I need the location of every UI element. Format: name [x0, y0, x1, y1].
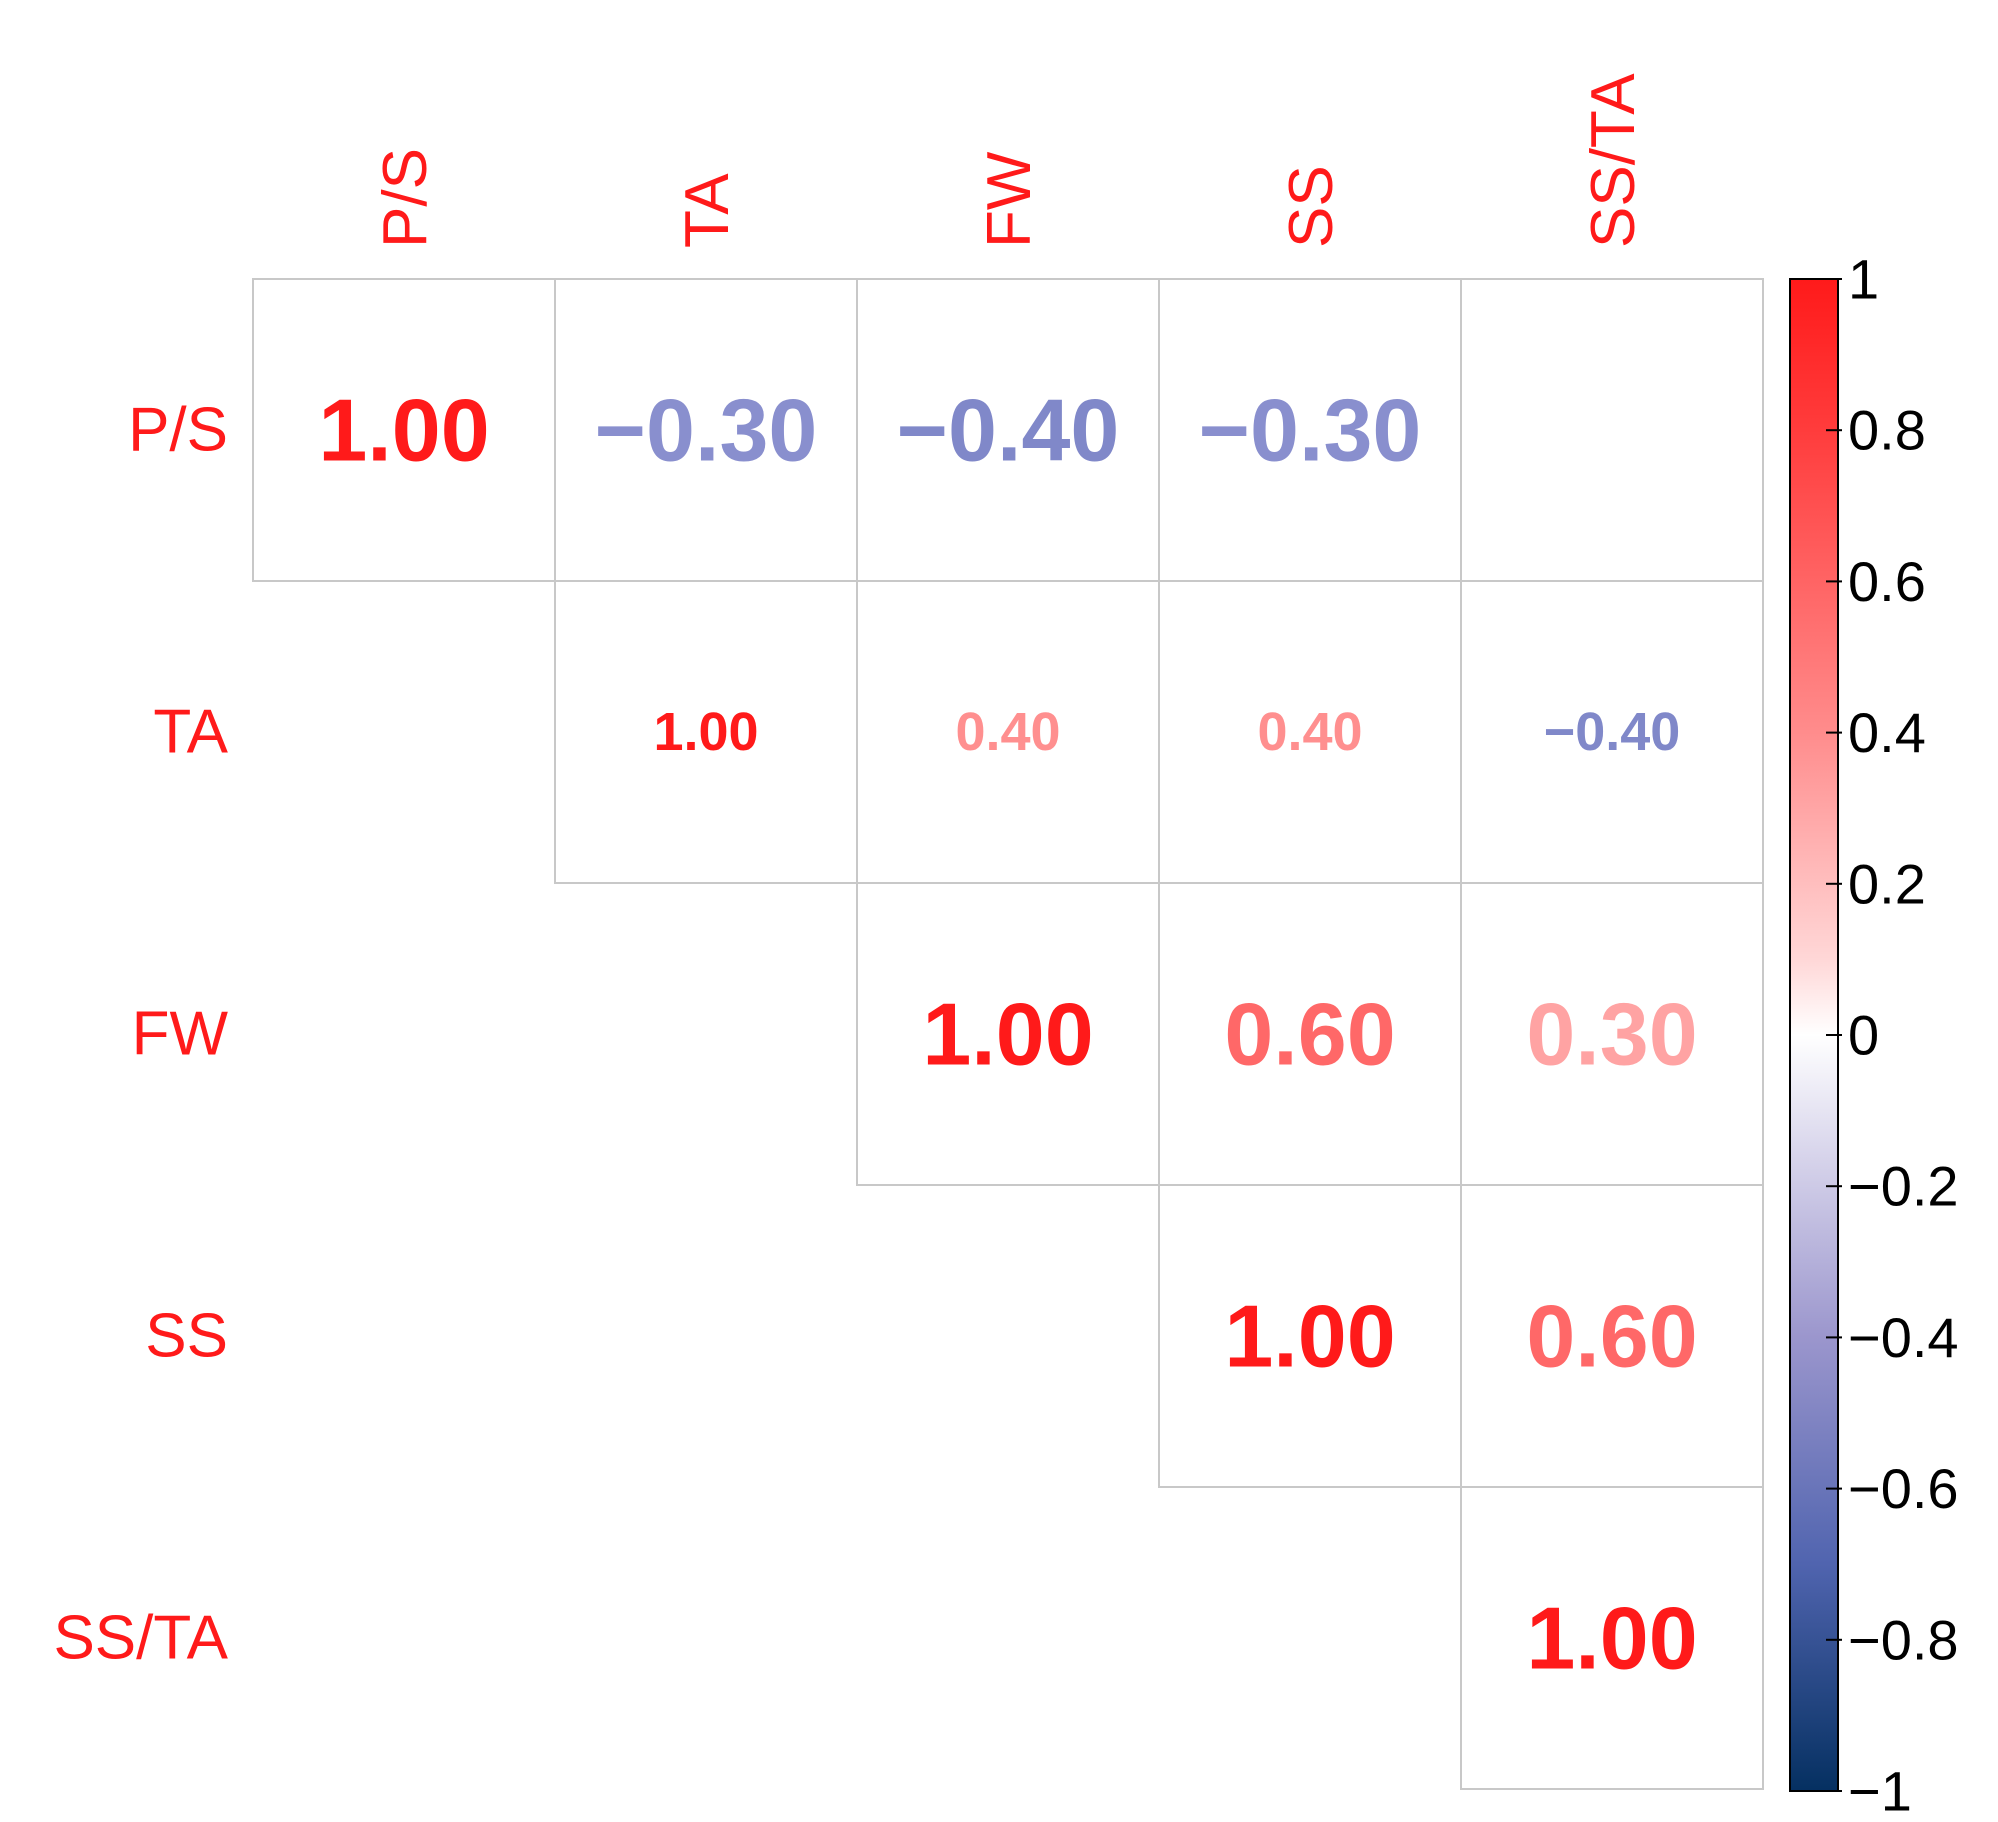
cell-value-fw-fw: 1.00: [922, 985, 1093, 1084]
cell-value-p-s-p-s: 1.00: [318, 381, 489, 480]
cell-value-ss-ss-ta: 0.60: [1526, 1287, 1697, 1386]
cell-value-fw-ss: 0.60: [1224, 985, 1395, 1084]
cell-value-fw-ss-ta: 0.30: [1526, 985, 1697, 1084]
row-label-p-s: P/S: [128, 396, 228, 465]
colorbar-tick-label: −0.8: [1848, 1608, 1959, 1671]
correlation-grid: [252, 278, 1764, 1790]
colorbar-tick-label: −0.4: [1848, 1306, 1959, 1369]
colorbar: 1 0.8 0.6 0.4 0.2 0 −0.2 −0.4 −0.6 −0.8 −1: [1789, 248, 1959, 1822]
row-labels: P/S TA FW SS SS/TA: [53, 396, 228, 1673]
row-label-ss-ta: SS/TA: [53, 1604, 228, 1673]
column-label-p-s: P/S: [371, 148, 440, 248]
colorbar-tick-label: 0.2: [1848, 852, 1926, 915]
cell-ss-ta-ss-ta: [1460, 1486, 1764, 1790]
row-label-ta: TA: [153, 698, 228, 767]
cell-value-ta-ss: 0.40: [1257, 702, 1362, 762]
cell-value-p-s-ta: −0.30: [595, 381, 818, 480]
colorbar-tick-label: −1: [1848, 1760, 1912, 1822]
colorbar-tick-label: 0.8: [1848, 399, 1926, 462]
colorbar-tick-label: −0.6: [1848, 1457, 1959, 1520]
column-labels: P/S TA FW SS SS/TA: [371, 73, 1648, 248]
cell-value-ta-ss-ta: −0.40: [1544, 702, 1681, 762]
cell-value-ss-ss: 1.00: [1224, 1287, 1395, 1386]
column-label-fw: FW: [975, 151, 1044, 248]
column-label-ss-ta: SS/TA: [1579, 73, 1648, 248]
colorbar-tick-label: 0.6: [1848, 550, 1926, 613]
cell-value-ss-ta-ss-ta: 1.00: [1526, 1589, 1697, 1688]
cell-value-p-s-ss: −0.30: [1199, 381, 1422, 480]
colorbar-tick-label: 0: [1848, 1004, 1879, 1067]
correlation-cells: 1.00 −0.30 −0.40 −0.30 1.00 0.40 0.40 −0.40 1.00…: [318, 381, 1697, 1688]
row-label-fw: FW: [132, 1000, 229, 1069]
cell-value-ta-ta: 1.00: [653, 702, 758, 762]
column-label-ta: TA: [673, 173, 742, 248]
colorbar-tick-label: −0.2: [1848, 1155, 1959, 1218]
cell-value-ta-fw: 0.40: [955, 702, 1060, 762]
colorbar-tick-label: 0.4: [1848, 701, 1926, 764]
cell-p-s-ss-ta: [1460, 278, 1764, 582]
cell-value-p-s-fw: −0.40: [897, 381, 1120, 480]
colorbar-tick-label: 1: [1848, 248, 1879, 311]
column-label-ss: SS: [1277, 165, 1346, 248]
row-label-ss: SS: [145, 1302, 228, 1371]
